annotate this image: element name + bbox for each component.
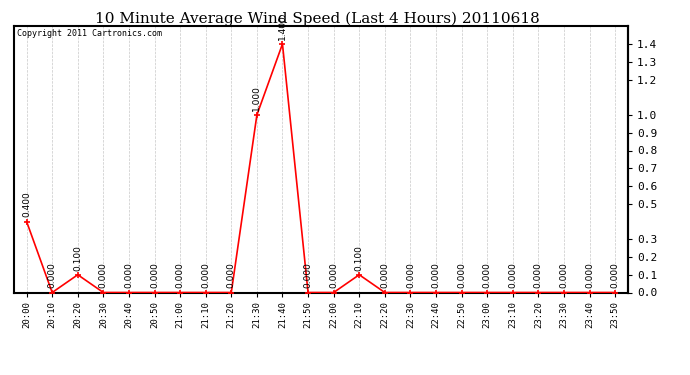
Text: 0.000: 0.000	[329, 262, 338, 288]
Text: 0.000: 0.000	[611, 262, 620, 288]
Text: 0.000: 0.000	[124, 262, 133, 288]
Text: 0.000: 0.000	[457, 262, 466, 288]
Text: 0.100: 0.100	[73, 245, 82, 271]
Text: 0.000: 0.000	[227, 262, 236, 288]
Text: 1.400: 1.400	[278, 14, 287, 40]
Text: 0.000: 0.000	[560, 262, 569, 288]
Text: 0.000: 0.000	[406, 262, 415, 288]
Text: 10 Minute Average Wind Speed (Last 4 Hours) 20110618: 10 Minute Average Wind Speed (Last 4 Hou…	[95, 11, 540, 26]
Text: 0.000: 0.000	[99, 262, 108, 288]
Text: 0.000: 0.000	[176, 262, 185, 288]
Text: 0.000: 0.000	[534, 262, 543, 288]
Text: 0.100: 0.100	[355, 245, 364, 271]
Text: 1.000: 1.000	[253, 85, 262, 111]
Text: 0.000: 0.000	[380, 262, 389, 288]
Text: 0.400: 0.400	[22, 192, 31, 217]
Text: 0.000: 0.000	[509, 262, 518, 288]
Text: 0.000: 0.000	[431, 262, 440, 288]
Text: 0.000: 0.000	[150, 262, 159, 288]
Text: Copyright 2011 Cartronics.com: Copyright 2011 Cartronics.com	[17, 29, 162, 38]
Text: 0.000: 0.000	[483, 262, 492, 288]
Text: 0.000: 0.000	[585, 262, 594, 288]
Text: 0.000: 0.000	[48, 262, 57, 288]
Text: 0.000: 0.000	[304, 262, 313, 288]
Text: 0.000: 0.000	[201, 262, 210, 288]
